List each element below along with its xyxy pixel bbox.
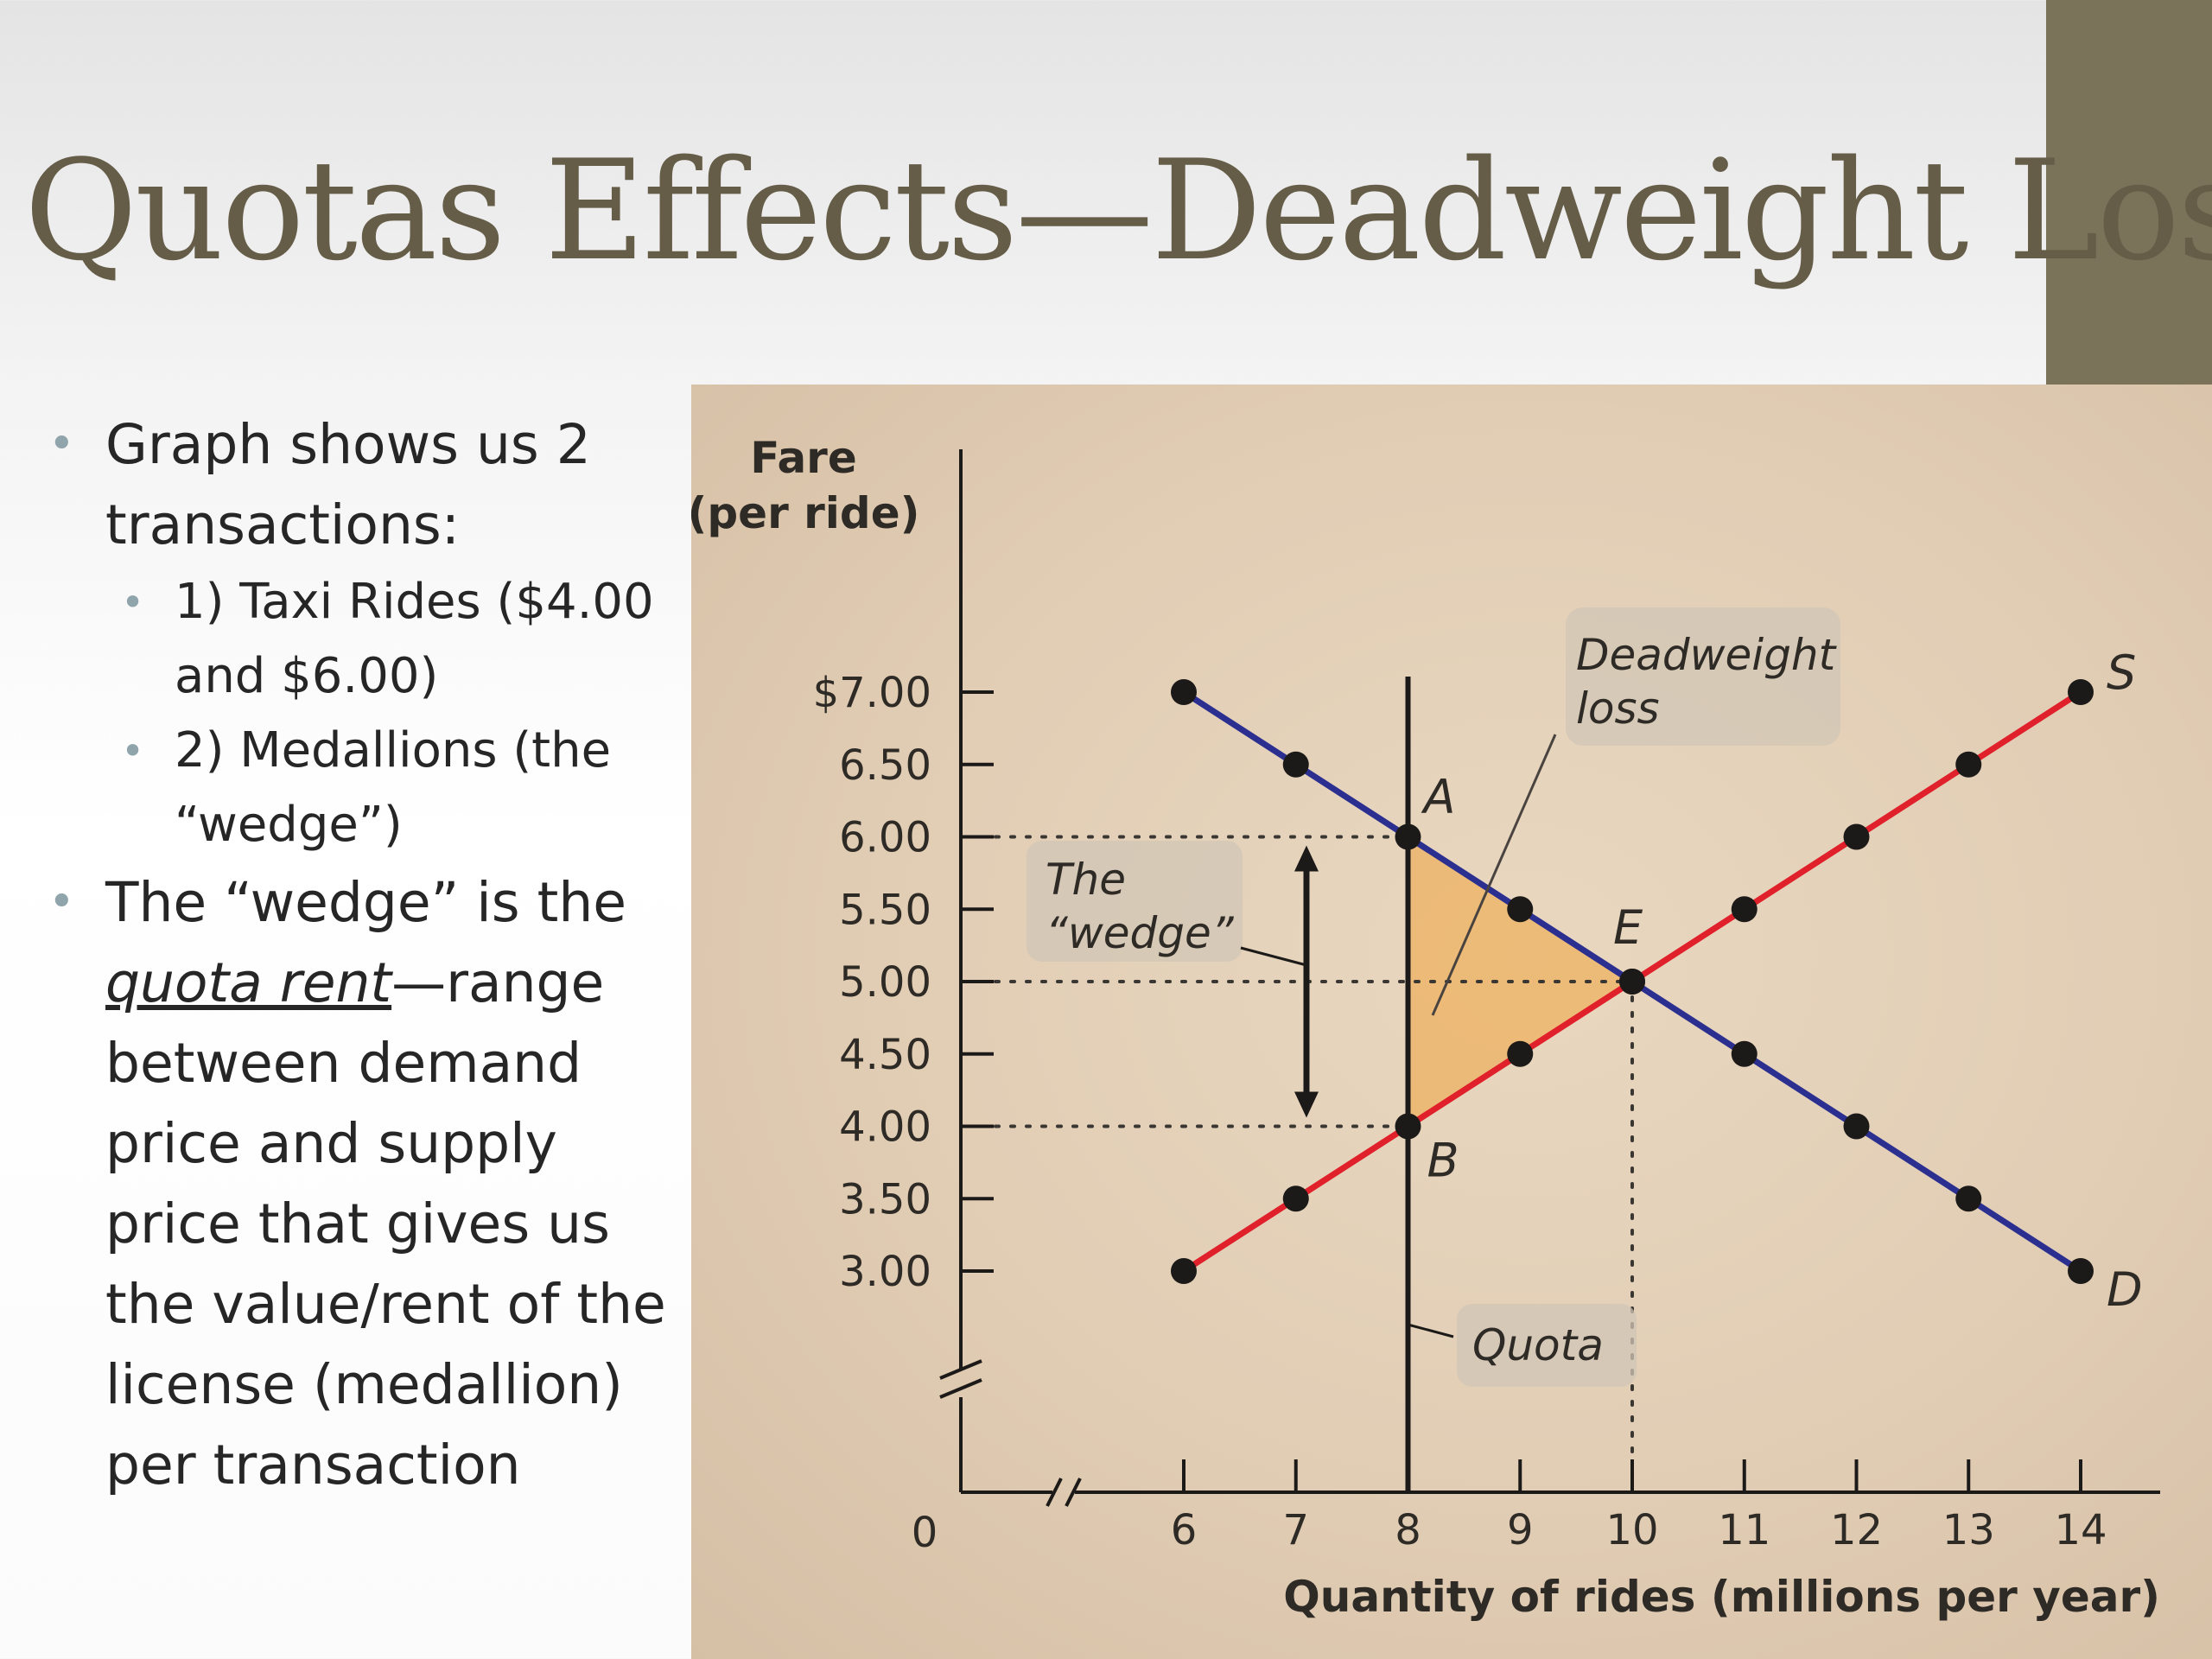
- y-tick-label: 6.00: [839, 814, 931, 862]
- quota-rent-term: quota rent: [105, 951, 392, 1014]
- bullet-dot: •: [121, 579, 145, 626]
- wedge-arrow-head-down: [1294, 1091, 1319, 1118]
- point-e-label: E: [1613, 900, 1643, 955]
- demand-point: [2068, 1258, 2094, 1284]
- deadweight-loss-area: [1408, 836, 1632, 1127]
- demand-point: [1955, 1185, 1982, 1212]
- deadweight-label: loss: [1576, 683, 1660, 734]
- deadweight-label: Deadweight: [1576, 630, 1838, 680]
- wedge-label: The: [1046, 855, 1126, 905]
- y-axis-title: Fare: [750, 433, 857, 483]
- demand-point: [1507, 896, 1534, 923]
- origin-label: 0: [912, 1509, 938, 1557]
- wedge-leader-line: [1240, 946, 1307, 967]
- quota-label: Quota: [1472, 1320, 1604, 1370]
- supply-point: [1395, 1113, 1421, 1140]
- quota-label-box: [1457, 1304, 1637, 1387]
- wedge-label-box: [1027, 841, 1243, 962]
- quota-leader-line: [1408, 1323, 1454, 1338]
- supply-point: [1507, 1040, 1534, 1067]
- demand-point: [1171, 679, 1197, 705]
- deadweight-label-box: [1566, 607, 1840, 746]
- x-axis-break: [1046, 1478, 1063, 1507]
- x-tick-label: 10: [1605, 1506, 1658, 1554]
- bullet-dot: •: [121, 728, 145, 774]
- bullet-text-end: —range between demand price and supply p…: [105, 951, 666, 1497]
- supply-label: S: [2107, 645, 2136, 700]
- demand-point: [1843, 1113, 1870, 1140]
- chart-photo: Fare (per ride) Quantity of rides (million…: [691, 385, 2212, 1659]
- bullet-list: • Graph shows us 2 transactions: • 1) Ta…: [45, 404, 684, 1505]
- point-b-label: B: [1427, 1134, 1459, 1188]
- wedge-label: “wedge”: [1046, 908, 1235, 958]
- y-tick-label: 3.00: [839, 1248, 931, 1296]
- point-a-label: A: [1421, 770, 1456, 824]
- sub-bullet-item: • 1) Taxi Rides ($4.00 and $6.00): [45, 565, 684, 714]
- supply-point: [1843, 823, 1870, 850]
- bullet-dot: •: [48, 876, 75, 928]
- supply-point: [1171, 1258, 1197, 1284]
- bullet-text: Graph shows us 2 transactions:: [105, 413, 591, 556]
- y-axis-break: [939, 1378, 982, 1399]
- supply-point: [1955, 751, 1982, 778]
- y-tick-label: 4.50: [839, 1031, 931, 1079]
- supply-point: [1731, 896, 1758, 923]
- bullet-item: • Graph shows us 2 transactions:: [45, 404, 684, 565]
- bullet-text-start: The “wedge” is the: [105, 871, 627, 934]
- deadweight-leader-line: [1431, 734, 1557, 1016]
- sub-bullet-text: 2) Medallions (the “wedge”): [175, 722, 612, 853]
- sub-bullet-text: 1) Taxi Rides ($4.00 and $6.00): [175, 574, 654, 704]
- demand-label: D: [2107, 1262, 2143, 1317]
- y-tick-label: 3.50: [839, 1175, 931, 1224]
- x-tick-label: 13: [1942, 1506, 1995, 1554]
- x-tick-label: 6: [1171, 1506, 1198, 1554]
- demand-point: [1395, 823, 1421, 850]
- bullet-item: • The “wedge” is the quota rent—range be…: [45, 862, 684, 1505]
- x-tick-label: 7: [1282, 1506, 1309, 1554]
- x-tick-label: 11: [1718, 1506, 1770, 1554]
- slide-title: Quotas Effects—Deadweight Loss: [24, 130, 2212, 291]
- bullet-dot: •: [48, 418, 75, 470]
- x-tick-label: 9: [1507, 1506, 1534, 1554]
- x-tick-label: 14: [2054, 1506, 2107, 1554]
- demand-point: [1282, 751, 1309, 778]
- demand-point: [1731, 1040, 1758, 1067]
- x-tick-label: 12: [1830, 1506, 1883, 1554]
- supply-point: [2068, 679, 2094, 705]
- y-tick-label: 4.00: [839, 1103, 931, 1152]
- y-tick-label: 5.00: [839, 958, 931, 1007]
- y-tick-label: 6.50: [839, 741, 931, 790]
- sub-bullet-item: • 2) Medallions (the “wedge”): [45, 714, 684, 862]
- y-tick-label: $7.00: [813, 669, 931, 717]
- y-axis-title: (per ride): [691, 488, 919, 538]
- y-axis-break: [939, 1359, 982, 1380]
- accent-bar: [2046, 0, 2212, 385]
- x-axis-title: Quantity of rides (millions per year): [1283, 1572, 2160, 1622]
- y-tick-label: 5.50: [839, 886, 931, 934]
- x-axis-break: [1065, 1478, 1082, 1507]
- supply-point: [1619, 969, 1645, 995]
- quota-chart: Fare(per ride) Quantity of rides (million…: [691, 433, 2160, 1622]
- wedge-arrow-head-up: [1294, 845, 1319, 872]
- supply-point: [1282, 1185, 1309, 1212]
- x-tick-label: 8: [1395, 1506, 1421, 1554]
